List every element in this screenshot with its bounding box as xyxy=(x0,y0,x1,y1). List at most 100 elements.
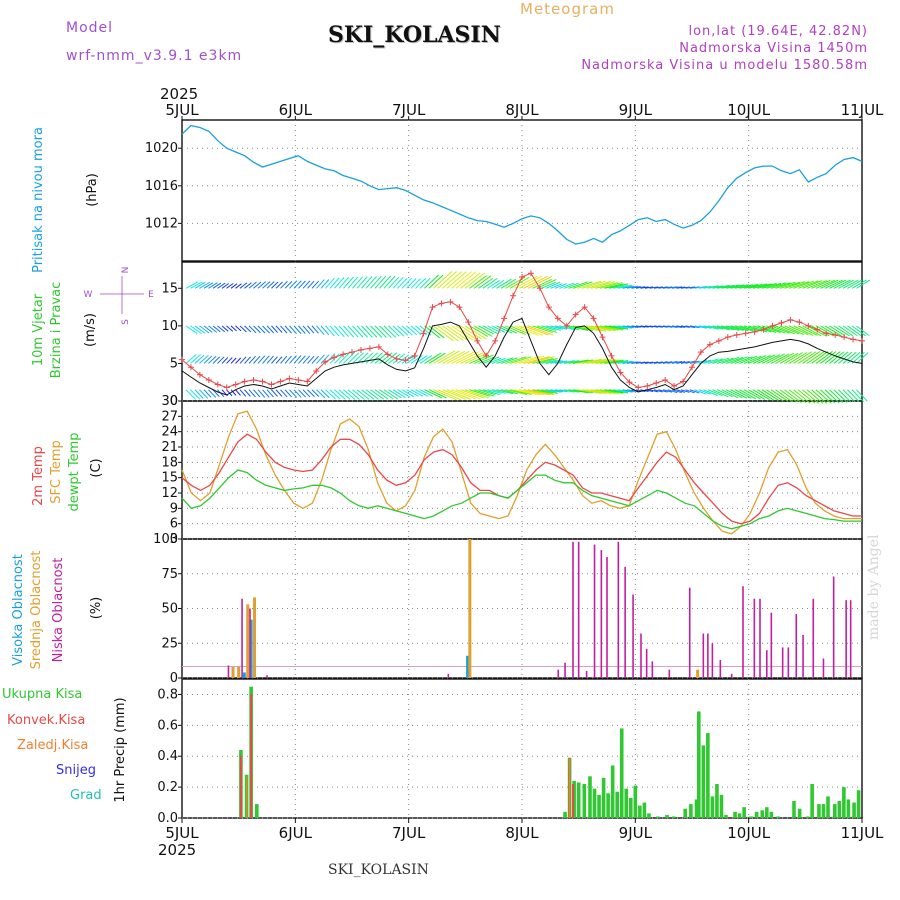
wind-arrow xyxy=(509,389,532,396)
wind-arrow xyxy=(379,325,392,338)
wind-arrow xyxy=(482,389,500,396)
wind-arrow xyxy=(316,325,325,335)
precip-total-bar xyxy=(797,808,802,818)
wind-arrow xyxy=(766,389,784,402)
cloud-low-bar xyxy=(730,673,733,678)
wind-arrow xyxy=(478,325,495,335)
wind-arrow xyxy=(433,350,456,364)
wind-arrow xyxy=(784,325,805,336)
wind-arrow xyxy=(482,325,499,335)
wind-arrow xyxy=(199,281,211,289)
cloud-high-bar xyxy=(466,655,470,678)
wind-arrow xyxy=(851,325,866,337)
cloud-low-bar xyxy=(572,541,574,678)
wind-arrow xyxy=(766,282,787,289)
wind-arrow xyxy=(419,277,431,289)
wind-arrow xyxy=(298,325,306,334)
wind-title-1: 10m Vjetar xyxy=(31,293,46,366)
precip-total-bar xyxy=(810,784,814,818)
cloud-low-bar xyxy=(600,550,603,678)
wind-arrow xyxy=(568,359,589,364)
wind-arrow xyxy=(739,389,757,400)
wind-arrow xyxy=(730,356,748,364)
wind-arrow xyxy=(698,389,712,395)
wind-arrow xyxy=(608,389,629,394)
wind-arrow xyxy=(365,352,379,364)
panel-frames xyxy=(181,119,863,819)
wind-arrow xyxy=(523,356,550,364)
precip-frozen-label: Zaledj.Kisa xyxy=(17,738,88,753)
wind-direction-compass: N E W S xyxy=(84,267,155,325)
wind-arrow xyxy=(631,361,641,364)
wind-arrow xyxy=(509,325,531,336)
wind-arrow xyxy=(563,360,580,364)
wind-arrow xyxy=(518,389,545,396)
wind-arrow xyxy=(356,389,370,400)
wind-arrow xyxy=(338,389,351,400)
wind-arrow xyxy=(262,355,270,364)
gust-marker xyxy=(760,326,767,333)
wind-arrow xyxy=(397,354,409,364)
wind-arrow xyxy=(685,325,696,329)
wind-arrow xyxy=(820,279,839,289)
wind-arrow xyxy=(442,389,467,400)
wind-arrow xyxy=(203,282,214,289)
wind-arrow xyxy=(374,275,387,289)
wind-arrow xyxy=(235,283,242,289)
wind-arrow xyxy=(356,325,368,338)
gust-marker xyxy=(832,331,839,338)
wind-arrow xyxy=(460,272,481,289)
wind-arrow xyxy=(712,325,730,331)
cloud-high-bar xyxy=(242,672,246,678)
wind-arrow xyxy=(491,279,505,289)
wind-arrow xyxy=(653,389,663,393)
gust-marker xyxy=(626,379,633,386)
wind-arrow xyxy=(311,280,320,289)
wind-arrow xyxy=(779,352,799,364)
wind-arrow xyxy=(275,389,283,397)
bottom-x-tick-label: 6JUL xyxy=(279,824,313,842)
wind-arrow xyxy=(235,357,242,364)
wind-arrow xyxy=(464,272,486,289)
precip-total-bar xyxy=(656,816,660,818)
gust-marker xyxy=(340,351,347,358)
wind-arrow xyxy=(487,279,500,289)
wind-arrow xyxy=(406,389,419,397)
wind-arrow xyxy=(388,325,400,337)
gust-marker xyxy=(644,382,651,389)
wind-arrow xyxy=(410,355,423,364)
wind-arrow xyxy=(235,325,242,332)
wind-arrow xyxy=(464,352,488,364)
wind-arrow xyxy=(658,389,668,393)
wind-arrow xyxy=(266,389,274,398)
wind-unit: (m/s) xyxy=(83,313,98,347)
cloud-low-bar xyxy=(707,633,709,678)
gust-marker xyxy=(805,322,812,329)
precip-total-bar xyxy=(588,776,592,818)
wind-arrow xyxy=(217,356,225,364)
wind-arrow xyxy=(212,356,221,364)
cloud-mid-bar xyxy=(246,604,250,678)
cloud-low-bar xyxy=(447,673,450,678)
gust-marker xyxy=(196,371,203,378)
gust-marker xyxy=(572,311,579,318)
wind-arrow xyxy=(302,280,311,289)
gust-marker xyxy=(671,382,678,389)
wind-arrow xyxy=(752,355,771,364)
precip-total-bar xyxy=(846,799,851,818)
wind-arrow xyxy=(226,283,234,289)
gust-marker xyxy=(313,367,320,374)
y-tick-label: 6 xyxy=(170,517,178,532)
precip-total-bar xyxy=(624,788,629,818)
temp-dew-label: dewpt Temp xyxy=(67,432,82,511)
wind-arrow xyxy=(298,280,306,289)
wind-arrow xyxy=(284,281,293,289)
wind-arrow xyxy=(208,355,217,364)
wind-arrow xyxy=(419,355,433,364)
y-tick-label: 10 xyxy=(161,319,178,334)
temp-2m-label: 2m Temp xyxy=(31,446,46,506)
precip-total-bar xyxy=(576,782,581,818)
wind-arrow xyxy=(248,281,257,289)
precip-total-bar xyxy=(694,799,699,818)
wind-arrow xyxy=(280,325,288,334)
